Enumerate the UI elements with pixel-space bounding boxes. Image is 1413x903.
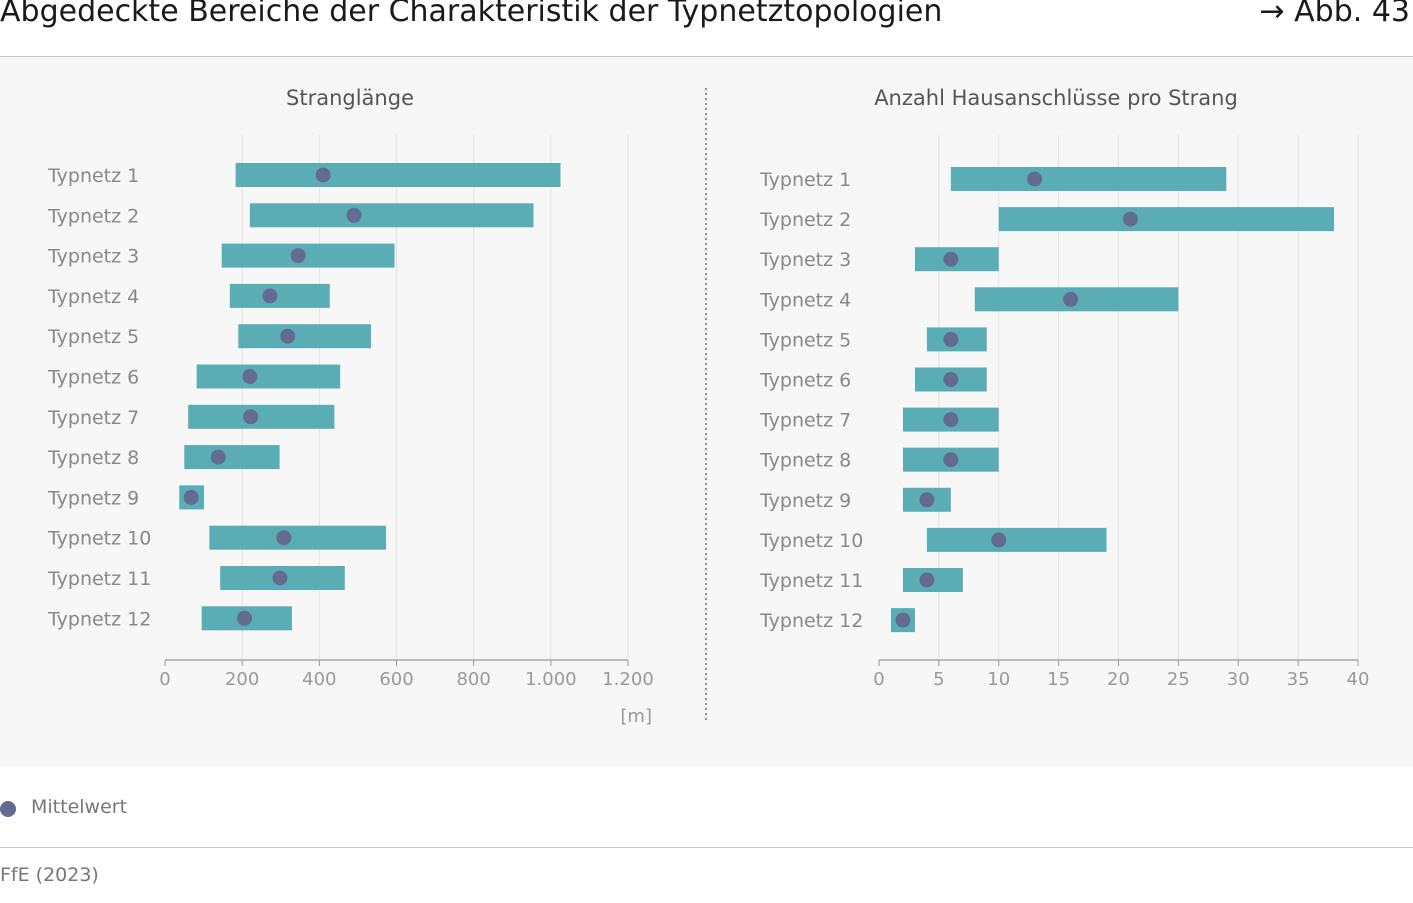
- source-note: FfE (2023): [0, 864, 99, 886]
- mean-marker: [919, 572, 935, 588]
- x-tick-label: 400: [302, 669, 336, 690]
- footer-divider: [0, 847, 1413, 848]
- x-tick-label: 40: [1347, 669, 1370, 690]
- x-tick-label: 25: [1167, 669, 1190, 690]
- category-label: Typnetz 11: [759, 570, 863, 592]
- range-bar: [249, 203, 534, 228]
- category-label: Typnetz 5: [759, 329, 851, 351]
- range-bar: [998, 207, 1335, 232]
- x-tick-label: 200: [225, 669, 259, 690]
- category-label: Typnetz 9: [759, 490, 851, 512]
- category-label: Typnetz 6: [47, 367, 139, 389]
- x-tick-label: 1.000: [525, 669, 577, 690]
- x-tick-label: 15: [1047, 669, 1070, 690]
- category-label: Typnetz 1: [47, 165, 139, 187]
- range-bar: [184, 445, 280, 470]
- mean-marker: [236, 610, 252, 626]
- category-label: Typnetz 10: [759, 530, 863, 552]
- category-label: Typnetz 4: [759, 289, 851, 311]
- category-label: Typnetz 11: [47, 568, 151, 590]
- mean-marker: [943, 331, 959, 347]
- category-label: Typnetz 9: [47, 487, 139, 509]
- x-tick-label: 1.200: [602, 669, 654, 690]
- mean-marker: [943, 452, 959, 468]
- chart-2-title: Anzahl Hausanschlüsse pro Strang: [874, 86, 1238, 110]
- x-tick-label: 10: [987, 669, 1010, 690]
- x-axis-unit-label: [m]: [620, 706, 652, 727]
- mean-marker: [290, 248, 306, 264]
- category-label: Typnetz 6: [759, 370, 851, 392]
- mean-marker: [262, 288, 278, 304]
- category-label: Typnetz 12: [47, 608, 151, 630]
- range-bar: [926, 527, 1107, 552]
- mean-marker: [919, 492, 935, 508]
- category-label: Typnetz 3: [759, 249, 851, 271]
- mean-marker: [183, 489, 199, 505]
- x-tick-label: 600: [379, 669, 413, 690]
- mean-marker: [991, 532, 1007, 548]
- category-label: Typnetz 2: [759, 209, 851, 231]
- mean-marker: [276, 530, 292, 546]
- mean-marker: [1027, 171, 1043, 187]
- x-tick-label: 0: [873, 669, 884, 690]
- mean-marker: [346, 207, 362, 223]
- range-bar: [950, 167, 1227, 191]
- range-bar: [235, 163, 561, 187]
- category-label: Typnetz 7: [759, 410, 851, 432]
- range-bar: [209, 525, 387, 550]
- category-label: Typnetz 8: [47, 447, 139, 469]
- category-label: Typnetz 4: [47, 286, 139, 308]
- mean-marker: [943, 412, 959, 428]
- range-bar: [188, 404, 335, 429]
- x-tick-label: 20: [1107, 669, 1130, 690]
- mean-marker: [272, 570, 288, 586]
- category-label: Typnetz 12: [759, 610, 863, 632]
- mean-marker: [243, 409, 259, 425]
- header: Abgedeckte Bereiche der Charakteristik d…: [0, 0, 1413, 57]
- figure-title: Abgedeckte Bereiche der Charakteristik d…: [0, 0, 943, 29]
- mean-marker: [1122, 211, 1138, 227]
- legend-mean-marker: [0, 801, 16, 817]
- x-tick-label: 30: [1227, 669, 1250, 690]
- category-label: Typnetz 1: [759, 169, 851, 191]
- mean-marker: [210, 449, 226, 465]
- x-tick-label: 0: [159, 669, 170, 690]
- mean-marker: [1063, 291, 1079, 307]
- x-tick-label: 5: [933, 669, 944, 690]
- category-label: Typnetz 2: [47, 205, 139, 227]
- chart-panel: Stranglänge 0 200 400 600 800 1.000 1.200 [m] Typ…: [0, 57, 1413, 767]
- mean-marker: [242, 369, 258, 384]
- chart-1-title: Stranglänge: [286, 86, 414, 110]
- category-label: Typnetz 7: [47, 407, 139, 429]
- x-tick-label: 35: [1287, 669, 1310, 690]
- mean-marker: [895, 612, 911, 628]
- mean-marker: [943, 372, 959, 387]
- figure-reference-link[interactable]: → Abb. 43: [1259, 0, 1410, 29]
- category-label: Typnetz 3: [47, 246, 139, 268]
- legend-mean-label: Mittelwert: [31, 796, 128, 818]
- range-bar: [238, 324, 372, 349]
- range-bar: [221, 243, 395, 268]
- range-bar: [196, 364, 341, 389]
- category-label: Typnetz 10: [47, 528, 151, 550]
- mean-marker: [943, 251, 959, 267]
- x-tick-label: 800: [456, 669, 490, 690]
- category-label: Typnetz 5: [47, 326, 139, 348]
- range-bar: [229, 283, 330, 308]
- mean-marker: [315, 167, 331, 183]
- mean-marker: [280, 328, 296, 344]
- category-label: Typnetz 8: [759, 450, 851, 472]
